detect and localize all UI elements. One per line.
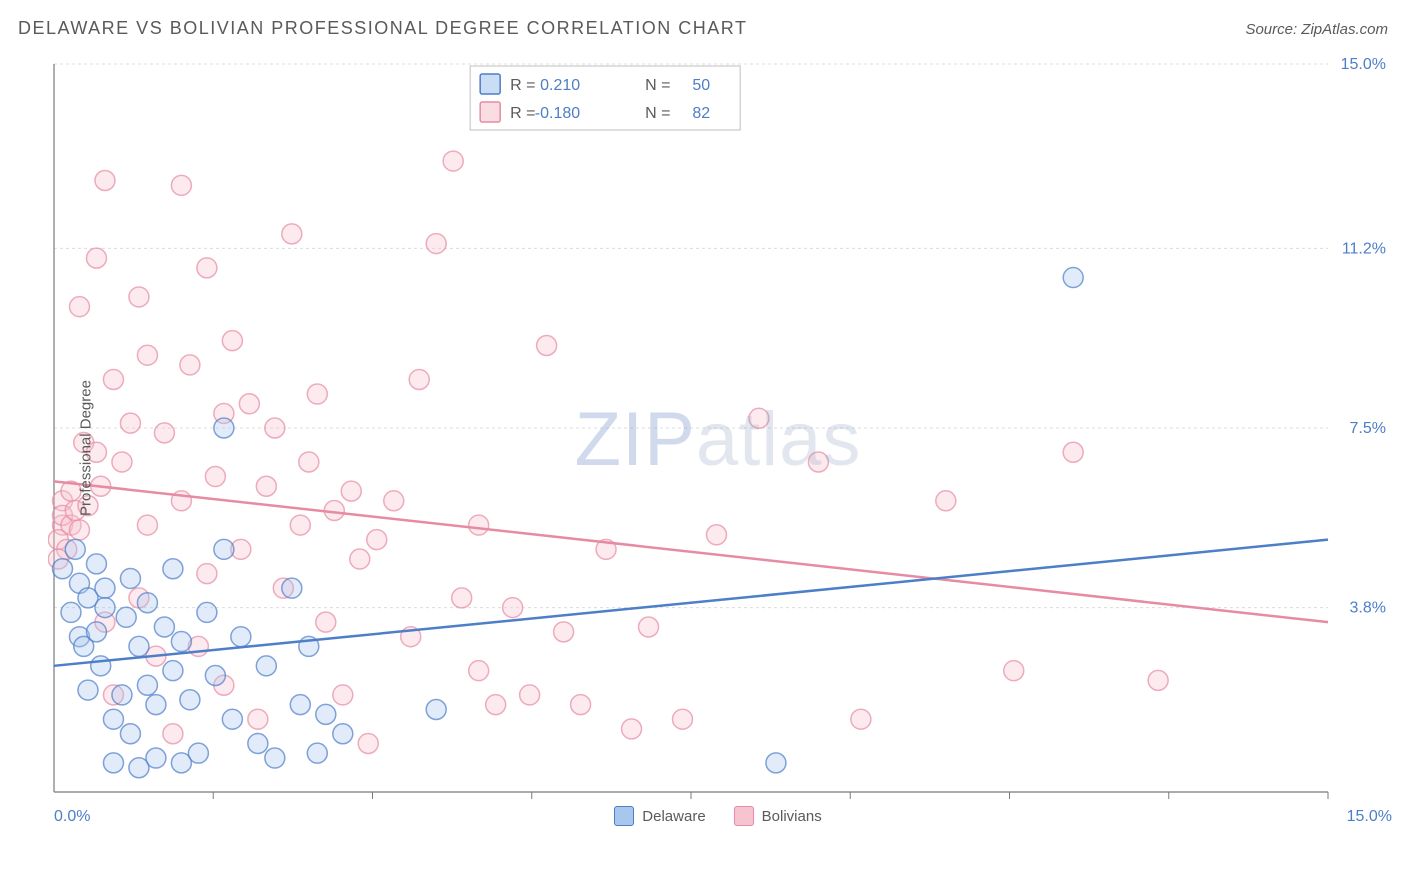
svg-text:-0.180: -0.180 xyxy=(535,105,580,122)
svg-text:3.8%: 3.8% xyxy=(1350,600,1386,617)
svg-text:0.210: 0.210 xyxy=(540,77,580,94)
svg-text:N =: N = xyxy=(645,77,670,94)
chart-container: Professional Degree 3.8% 7.5% 11.2% 15.0% R … xyxy=(48,58,1388,838)
bottom-legend-bolivians: Bolivians xyxy=(734,806,822,826)
chart-source: Source: ZipAtlas.com xyxy=(1245,21,1388,38)
svg-text:N =: N = xyxy=(645,105,670,122)
bottom-legend-delaware: Delaware xyxy=(614,806,705,826)
chart-header: DELAWARE VS BOLIVIAN PROFESSIONAL DEGREE… xyxy=(18,18,1388,39)
svg-text:R =: R = xyxy=(510,105,535,122)
y-axis-label: Professional Degree xyxy=(77,380,94,516)
svg-text:11.2%: 11.2% xyxy=(1342,240,1386,257)
bolivians-swatch xyxy=(734,806,754,826)
bottom-legend: Delaware Bolivians xyxy=(48,806,1388,826)
svg-text:R =: R = xyxy=(510,77,535,94)
chart-title: DELAWARE VS BOLIVIAN PROFESSIONAL DEGREE… xyxy=(18,18,747,39)
svg-text:15.0%: 15.0% xyxy=(1341,58,1386,73)
delaware-swatch xyxy=(614,806,634,826)
svg-text:7.5%: 7.5% xyxy=(1350,420,1386,437)
svg-text:82: 82 xyxy=(692,105,710,122)
delaware-legend-label: Delaware xyxy=(642,808,705,825)
scatter-plot-svg: 3.8% 7.5% 11.2% 15.0% R = 0.210 N = 50 R =-0.180… xyxy=(48,58,1388,838)
svg-text:50: 50 xyxy=(692,77,710,94)
bolivians-legend-label: Bolivians xyxy=(762,808,822,825)
